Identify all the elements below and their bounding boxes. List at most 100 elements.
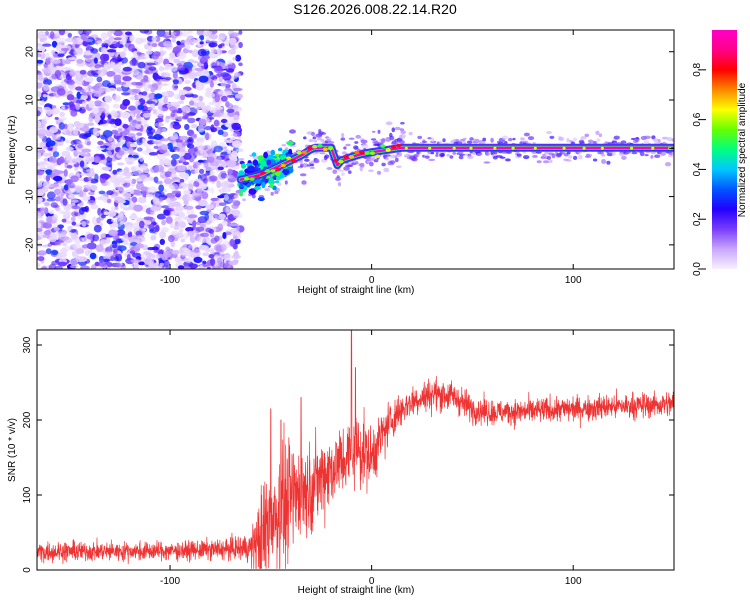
spectrogram-halo-cell: [551, 153, 556, 159]
spectrogram-noise-cell: [96, 76, 103, 83]
spectrogram-halo-cell: [385, 121, 393, 126]
spectrogram-noise-cell: [58, 30, 66, 36]
spectrogram-noise-cell: [161, 66, 171, 71]
spectrogram-noise-cell: [159, 231, 167, 239]
spectrogram-noise-cell: [136, 132, 143, 137]
spectrogram-noise-cell: [187, 30, 193, 35]
spectrogram-noise-cell: [216, 106, 224, 110]
spectrogram-halo-cell: [424, 155, 430, 159]
spectrogram-noise-cell: [129, 214, 138, 220]
spectrogram-noise-cell: [194, 67, 205, 72]
spectrogram-noise-cell: [158, 184, 165, 192]
spectrogram-noise-cell: [132, 252, 141, 258]
spectrogram-halo-cell: [520, 137, 525, 141]
spectrogram-noise-cell: [88, 191, 95, 196]
spectrogram-noise-cell: [204, 125, 212, 131]
spectrogram-noise-cell: [165, 216, 173, 224]
spectrogram-noise-cell: [179, 135, 189, 141]
spectrogram-noise-cell: [112, 244, 118, 249]
spectrogram-noise-cell: [82, 195, 91, 201]
colorbar-label: Normalized spectral amplitude: [737, 82, 748, 217]
spectrogram-noise-cell: [55, 207, 61, 212]
spectrogram-noise-cell: [68, 101, 75, 108]
spectrogram-cells: [37, 30, 674, 269]
spectrogram-noise-cell: [100, 53, 107, 62]
spectrogram-noise-cell: [77, 212, 87, 220]
spectrogram-ridge-blob: [375, 154, 381, 159]
spectrogram-halo-cell: [431, 137, 435, 142]
spectrogram-noise-cell: [180, 182, 186, 186]
spectrogram-noise-cell: [201, 70, 210, 78]
spectrogram-noise-cell: [37, 73, 44, 82]
spectrogram-noise-cell: [41, 265, 47, 269]
spectrogram-halo-cell: [405, 153, 409, 157]
spectrogram-noise-cell: [233, 87, 243, 92]
snr-frame-bg: [37, 330, 674, 570]
spectrogram-noise-cell: [62, 242, 67, 247]
spectrogram-noise-cell: [73, 120, 81, 128]
spectrogram-noise-cell: [165, 32, 173, 37]
spectrogram-noise-cell: [42, 43, 52, 47]
spectrogram-noise-cell: [150, 254, 160, 260]
spectrogram-noise-cell: [229, 238, 235, 247]
spectrogram-noise-cell: [91, 264, 97, 269]
spectrogram-noise-cell: [154, 191, 165, 199]
spectrogram-noise-cell: [122, 192, 132, 199]
spectrogram-noise-cell: [174, 93, 180, 100]
spectrogram-noise-cell: [99, 145, 110, 149]
spectrogram-halo-cell: [485, 151, 490, 156]
spectrogram-halo-cell: [384, 154, 392, 157]
spectrogram-halo-cell: [477, 152, 483, 156]
spectrogram-noise-cell: [103, 43, 109, 48]
spectrogram-noise-cell: [185, 227, 194, 232]
spectrogram-noise-cell: [193, 139, 204, 146]
spectrogram-noise-cell: [175, 216, 182, 223]
spectrogram-noise-cell: [71, 199, 76, 204]
spectrogram-noise-cell: [64, 210, 71, 216]
spectrogram-halo-cell: [324, 154, 330, 159]
spectrogram-noise-cell: [70, 175, 79, 183]
spectrogram-noise-cell: [178, 228, 184, 234]
spectrogram-noise-cell: [109, 120, 116, 125]
spectrogram-noise-cell: [147, 40, 152, 46]
spectrogram-noise-cell: [146, 176, 156, 181]
spectrogram-noise-cell: [214, 215, 221, 221]
spectrogram-noise-cell: [90, 185, 98, 191]
spectrogram-carrier-dot: [562, 146, 566, 150]
spectrogram-noise-cell: [49, 31, 55, 40]
spectrogram-halo-cell: [399, 128, 405, 132]
spectrogram-noise-cell: [137, 234, 142, 239]
colorbar-ticks: 0.0 0.2 0.4 0.6 0.8: [692, 62, 706, 276]
spectrogram-noise-cell: [136, 51, 142, 55]
spectrogram-noise-cell: [93, 84, 101, 92]
spectrogram-noise-cell: [179, 151, 185, 157]
spectrogram-noise-cell: [177, 64, 186, 71]
spectrogram-noise-cell: [81, 206, 89, 212]
spectrogram-halo-cell: [284, 147, 289, 150]
spectrogram-noise-cell: [184, 79, 191, 85]
spectrogram-halo-cell: [601, 159, 607, 164]
spectrogram-noise-cell: [62, 67, 72, 71]
spectrogram-noise-cell: [151, 53, 160, 60]
spectrogram-noise-cell: [170, 153, 180, 160]
spectrogram-halo-cell: [580, 136, 587, 140]
spectrogram-halo-cell: [446, 153, 451, 157]
spectrogram-noise-cell: [89, 252, 97, 260]
spectrogram-noise-cell: [56, 47, 62, 52]
spectrogram-noise-cell: [175, 208, 184, 215]
spectrogram-noise-cell: [180, 252, 189, 256]
spectrogram-noise-cell: [95, 244, 104, 253]
spectrogram-noise-cell: [142, 191, 147, 199]
spectrogram-noise-cell: [76, 150, 81, 156]
spectrogram-halo-cell: [308, 139, 314, 143]
spectrogram-noise-cell: [232, 56, 237, 61]
spectrogram-noise-cell: [156, 213, 167, 220]
spectrogram-noise-cell: [156, 129, 161, 136]
spectrogram-noise-cell: [160, 138, 169, 142]
spectrogram-noise-cell: [149, 102, 156, 110]
spectrogram-halo-cell: [335, 177, 341, 181]
spectrogram-noise-cell: [128, 133, 136, 138]
spectrogram-noise-cell: [223, 39, 230, 47]
spectrogram-noise-cell: [214, 109, 225, 117]
spectrogram-noise-cell: [37, 90, 42, 98]
